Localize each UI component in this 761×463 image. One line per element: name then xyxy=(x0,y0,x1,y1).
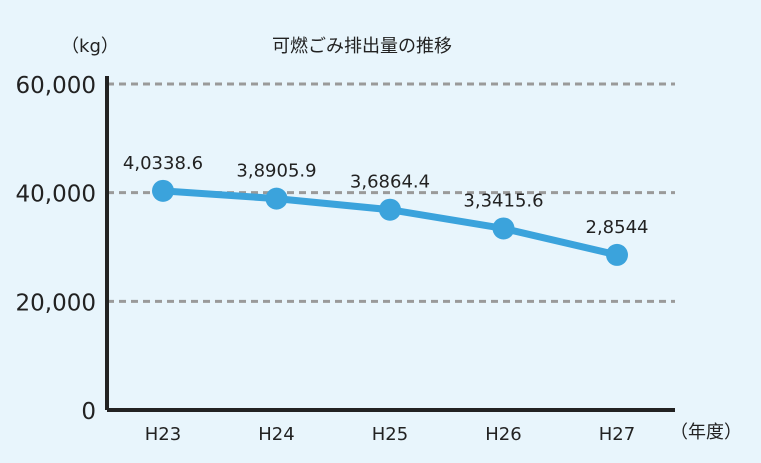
data-labels: 4,0338.6 3,8905.9 3,6864.4 3,3415.6 2,8544 xyxy=(123,153,649,238)
x-tick-label: H26 xyxy=(485,424,521,445)
data-label: 3,8905.9 xyxy=(236,161,316,182)
data-label: 3,6864.4 xyxy=(350,172,430,193)
data-label: 2,8544 xyxy=(586,217,649,238)
y-tick-label: 0 xyxy=(81,399,96,425)
axes xyxy=(105,76,675,412)
grid-lines xyxy=(107,82,675,303)
x-tick-label: H25 xyxy=(372,424,408,445)
x-tick-label: H24 xyxy=(258,424,294,445)
y-tick-label: 40,000 xyxy=(16,182,96,208)
x-tick-labels: H23 H24 H25 H26 H27 xyxy=(145,424,635,445)
data-point xyxy=(152,179,174,202)
x-tick-label: H23 xyxy=(145,424,181,445)
data-point xyxy=(606,243,628,266)
y-tick-label: 60,000 xyxy=(16,73,96,99)
data-point xyxy=(492,217,515,240)
chart-title: 可燃ごみ排出量の推移 xyxy=(272,36,452,57)
y-axis-unit-label: （kg） xyxy=(61,36,119,57)
x-tick-label: H27 xyxy=(599,424,635,445)
data-points xyxy=(152,179,628,266)
data-point xyxy=(379,198,401,221)
data-label: 4,0338.6 xyxy=(123,153,203,174)
data-point xyxy=(265,187,288,210)
y-tick-label: 20,000 xyxy=(16,290,96,316)
y-tick-labels: 0 20,000 40,000 60,000 xyxy=(16,73,96,425)
x-axis-unit-label: （年度） xyxy=(670,422,742,443)
data-label: 3,3415.6 xyxy=(463,190,543,211)
